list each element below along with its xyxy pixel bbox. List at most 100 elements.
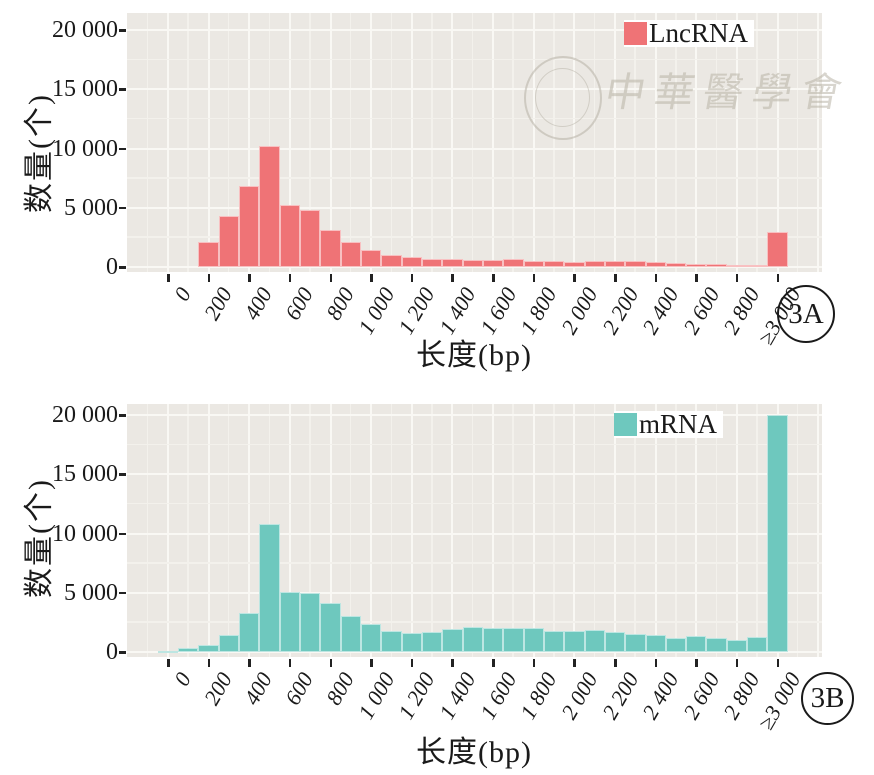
histogram-bar [462,627,483,652]
histogram-bar [706,264,727,267]
gridline-horizontal [127,591,822,594]
gridline-vertical [512,404,514,657]
x-tick-mark [532,659,536,667]
y-tick-label: 5 000 [64,579,118,606]
gridline-vertical [796,13,799,272]
gridline-vertical [634,404,636,657]
histogram-bar [604,261,626,267]
gridline-vertical [187,404,189,657]
y-tick-label: 15 000 [52,76,118,103]
histogram-bar [462,260,483,267]
histogram-bar [482,259,504,267]
x-tick-label: 0 [168,668,196,691]
gridline-horizontal [127,236,822,238]
histogram-bar [401,256,422,267]
histogram-bar [686,264,707,267]
gridline-vertical [817,13,820,272]
gridline-horizontal [127,206,822,209]
x-tick-label: 2 200 [596,283,643,339]
x-tick-mark [451,274,454,282]
gridline-horizontal [127,532,822,535]
gridline-vertical [187,13,189,272]
panel-label-3a: 3A [777,285,835,343]
legend-label-lncrna: LncRNA [649,18,748,48]
x-tick-mark [207,274,211,282]
gridline-horizontal [127,266,822,268]
y-tick-mark [119,29,126,32]
gridline-vertical [167,13,169,272]
y-tick-label: 10 000 [52,135,118,162]
gridline-vertical [329,13,332,272]
histogram-bar [422,258,443,267]
x-axis-title-lncrna: 长度(bp) [416,339,532,372]
x-tick-mark [248,659,251,667]
y-tick-mark [119,414,126,417]
gridline-horizontal [127,88,822,91]
x-tick-label: 2 200 [596,668,643,724]
y-tick-mark [119,532,126,535]
gridline-horizontal [127,473,822,476]
gridline-horizontal [127,58,822,61]
gridline-horizontal [127,562,822,564]
y-tick-mark [119,206,126,210]
gridline-vertical [553,13,555,272]
x-tick-mark [370,659,373,667]
gridline-vertical [146,404,149,657]
x-tick-label: 1 200 [393,668,440,724]
gridline-horizontal [127,147,822,150]
histogram-bar [584,260,605,267]
histogram-bar [157,651,179,654]
x-tick-mark [207,659,211,667]
histogram-bar [543,630,565,652]
gridline-vertical [370,404,373,657]
gridline-vertical [776,13,779,272]
x-tick-mark [329,659,333,667]
gridline-vertical [207,404,210,657]
gridline-vertical [512,13,514,272]
gridline-vertical [329,404,332,657]
histogram-bar [239,186,260,267]
x-tick-label: 1 400 [434,668,481,724]
gridline-vertical [410,404,413,657]
x-tick-mark [451,659,454,667]
histogram-bar [584,630,605,652]
x-tick-mark [370,274,373,282]
gridline-vertical [614,13,617,272]
gridline-vertical [735,13,738,272]
x-tick-label: 200 [198,283,237,325]
plot-panel-mrna [127,404,822,657]
gridline-vertical [492,404,495,657]
x-tick-mark [776,659,780,667]
gridline-vertical [288,13,291,272]
x-tick-label: 2 600 [677,668,725,724]
histogram-bar [422,632,443,652]
x-tick-mark [735,274,739,282]
gridline-vertical [227,404,230,657]
gridline-vertical [471,13,474,272]
gridline-vertical [817,404,820,657]
histogram-bar [218,635,240,652]
gridline-vertical [634,13,636,272]
histogram-bar [645,635,666,652]
gridline-vertical [593,13,596,272]
y-tick-label: 0 [106,254,118,280]
gridline-vertical [471,404,474,657]
y-tick-mark [119,651,126,654]
x-tick-label: 600 [279,668,318,710]
gridline-vertical [614,404,617,657]
histogram-bar [747,637,768,652]
histogram-bar [361,249,382,267]
x-tick-label: 800 [320,668,359,710]
histogram-bar [706,638,727,652]
x-tick-mark [248,274,251,282]
histogram-bar [320,603,341,652]
histogram-bar [340,615,362,652]
histogram-bar [218,216,240,267]
y-tick-label: 0 [106,639,118,665]
x-tick-mark [410,659,414,667]
watermark-seal-icon [524,56,602,140]
y-tick-mark [119,88,126,91]
histogram-bar [503,258,524,267]
gridline-vertical [573,404,576,657]
watermark-seal-inner-circle [534,67,591,128]
